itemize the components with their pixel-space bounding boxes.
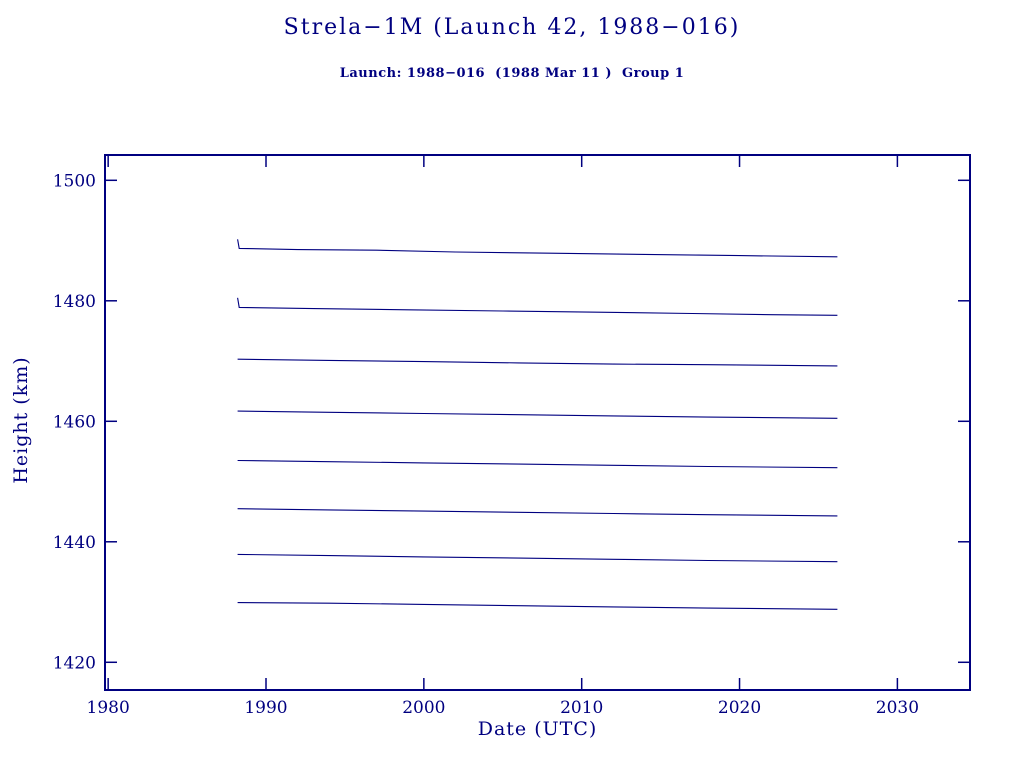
series-object-3 bbox=[237, 358, 838, 367]
x-axis-label: Date (UTC) bbox=[477, 718, 598, 740]
plot-frame bbox=[104, 154, 971, 691]
x-tick-label: 1990 bbox=[244, 698, 287, 718]
series-object-7 bbox=[237, 553, 838, 563]
y-tick-label: 1440 bbox=[53, 533, 96, 553]
chart-subtitle: Launch: 1988−016 (1988 Mar 11 ) Group 1 bbox=[339, 66, 685, 81]
series-object-2 bbox=[237, 297, 838, 316]
series-object-5 bbox=[237, 459, 838, 469]
y-tick-label: 1420 bbox=[53, 653, 96, 673]
y-tick-label: 1460 bbox=[53, 412, 96, 432]
series-object-6 bbox=[237, 508, 838, 517]
series-object-1 bbox=[237, 239, 838, 258]
y-tick-label: 1500 bbox=[53, 171, 96, 191]
series-object-8 bbox=[237, 602, 838, 610]
x-tick-label: 1980 bbox=[87, 698, 130, 718]
y-tick-label: 1480 bbox=[53, 292, 96, 312]
series-object-4 bbox=[237, 410, 838, 419]
x-tick-label: 2000 bbox=[402, 698, 445, 718]
chart-title: Strela−1M (Launch 42, 1988−016) bbox=[283, 15, 741, 40]
x-tick-label: 2020 bbox=[718, 698, 761, 718]
x-tick-label: 2010 bbox=[560, 698, 603, 718]
x-tick-label: 2030 bbox=[876, 698, 919, 718]
y-axis-label: Height (km) bbox=[10, 356, 32, 484]
